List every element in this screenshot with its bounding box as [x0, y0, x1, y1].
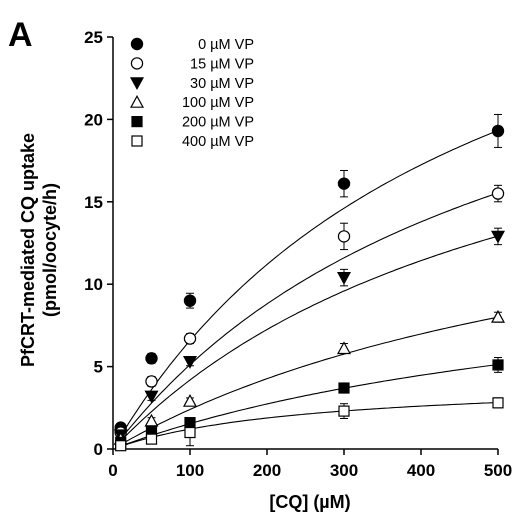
x-tick-label: 300	[330, 461, 358, 480]
y-tick-label: 20	[84, 110, 103, 129]
data-point-series-2	[336, 272, 352, 285]
data-point-series-0	[183, 294, 197, 307]
legend-marker-0	[130, 37, 144, 51]
data-points	[113, 113, 506, 452]
y-tick-label: 15	[84, 193, 103, 212]
legend-marker-2	[129, 77, 145, 91]
data-point-series-5	[145, 433, 158, 445]
y-tick-label: 0	[94, 440, 103, 459]
data-point-series-0	[491, 124, 505, 138]
data-point-series-3	[336, 341, 352, 355]
fit-curves	[120, 129, 499, 447]
data-point-series-4	[492, 359, 504, 371]
fit-curve-series-5	[120, 401, 499, 447]
x-tick-label: 100	[176, 461, 204, 480]
data-point-series-5	[338, 405, 350, 417]
y-tick-label: 5	[94, 358, 103, 377]
data-point-series-5	[115, 440, 127, 452]
data-point-series-1	[337, 230, 351, 243]
x-tick-label: 0	[108, 461, 117, 480]
y-axis-label-line-2: (pmol/oocyte/h)	[40, 183, 60, 317]
data-point-series-3	[490, 309, 506, 323]
data-point-series-2	[144, 390, 159, 404]
y-tick-label: 25	[84, 28, 103, 47]
fit-curve-series-3	[120, 316, 499, 445]
y-tick-label: 10	[84, 275, 103, 294]
chart-legend: 0 µM VP 15 µM VP 30 µM VP 100 µM VP 200 µM V…	[129, 37, 254, 150]
fit-curve-series-1	[120, 192, 499, 440]
legend-marker-3	[129, 94, 145, 108]
x-tick-label: 200	[253, 461, 281, 480]
legend-label-3: 100 µM VP	[182, 95, 254, 111]
data-point-series-1	[491, 187, 505, 200]
data-point-series-5	[184, 426, 196, 439]
fit-curve-series-4	[120, 363, 499, 447]
legend-label-0: 0 µM VP	[198, 37, 254, 53]
data-point-series-0	[337, 177, 351, 190]
legend-label-4: 200 µM VP	[182, 115, 254, 131]
data-point-series-2	[182, 356, 198, 369]
chart-axes: 0 5 10 15 20 25 0 100 200 300 400 500	[84, 28, 512, 480]
data-point-series-2	[490, 230, 506, 244]
legend-marker-5	[131, 135, 143, 147]
data-point-series-1	[145, 375, 158, 388]
legend-label-2: 30 µM VP	[190, 76, 254, 92]
x-tick-label: 400	[407, 461, 435, 480]
y-axis-label-line-1: PfCRT-mediated CQ uptake	[18, 133, 38, 367]
data-point-series-4	[338, 382, 350, 394]
data-point-series-3	[182, 393, 198, 407]
data-point-series-3	[144, 413, 159, 427]
legend-label-5: 400 µM VP	[182, 134, 254, 150]
legend-marker-1	[130, 57, 144, 70]
fit-curve-series-0	[120, 129, 499, 437]
data-point-series-0	[145, 352, 158, 365]
data-point-series-5	[492, 397, 504, 409]
data-point-series-1	[183, 332, 197, 345]
x-tick-label: 500	[484, 461, 512, 480]
fit-curve-series-2	[120, 235, 499, 442]
legend-marker-4	[131, 115, 143, 128]
x-axis-label: [CQ] (µM)	[269, 492, 350, 512]
panel-label: A	[8, 16, 33, 54]
legend-label-1: 15 µM VP	[190, 56, 254, 72]
